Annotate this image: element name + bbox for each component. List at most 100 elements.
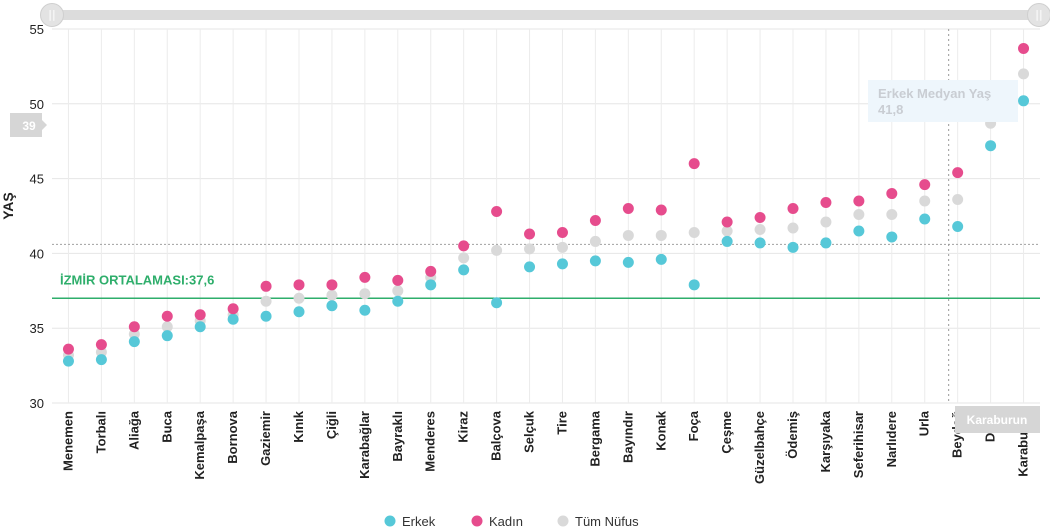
data-point-kadın [655,204,667,216]
data-point-erkek [62,355,74,367]
data-point-tüm-nüfus [589,235,601,247]
data-point-kadın [491,206,503,218]
x-tick-label: Narlıdere [884,411,899,467]
x-tick-label: Buca [159,410,174,443]
y-tick-label: 35 [30,321,44,336]
x-tick-label: Bayındır [620,411,635,463]
data-point-erkek [491,297,503,309]
data-point-erkek [194,321,206,333]
x-tick-label: Gaziemir [258,411,273,466]
data-point-kadın [260,280,272,292]
data-point-tüm-nüfus [326,289,338,301]
data-point-kadın [194,309,206,321]
data-point-tüm-nüfus [491,244,503,256]
data-point-tüm-nüfus [161,321,173,333]
data-point-erkek [458,264,470,276]
x-tick-label: Güzelbahçe [752,411,767,484]
data-point-kadın [754,211,766,223]
data-point-kadın [326,279,338,291]
y-tick-label: 40 [30,246,44,261]
x-tick-label: Balçova [489,410,504,461]
x-tick-label: Kemalpaşa [192,410,207,479]
data-point-tüm-nüfus [622,229,634,241]
data-point-kadın [1018,42,1030,54]
data-point-erkek [95,354,107,366]
zoom-handle-right[interactable]: || [1027,3,1050,27]
data-point-kadın [556,226,568,238]
data-point-kadın [721,216,733,228]
data-point-kadın [886,188,898,200]
y-tick-label: 55 [30,22,44,37]
x-crosshair-label-box [955,406,1040,433]
data-point-erkek [721,235,733,247]
data-point-tüm-nüfus [721,225,733,237]
zoom-scrollbar[interactable] [52,10,1039,20]
legend-label: Tüm Nüfus [575,514,639,528]
data-point-kadın [589,214,601,226]
data-point-kadın [359,271,371,283]
x-tick-label: Çiğli [324,411,339,439]
data-point-erkek [853,225,865,237]
data-point-tüm-nüfus [293,292,305,304]
legend-marker [471,515,483,527]
data-point-kadın [919,179,931,191]
data-point-erkek [227,313,239,325]
y-crosshair-label-box [10,113,47,137]
average-line-label: İZMİR ORTALAMASI:37,6 [60,272,214,287]
legend-label: Erkek [402,514,436,528]
zoom-handle-left[interactable]: || [40,3,64,27]
data-point-kadın [95,339,107,351]
data-point-erkek [359,304,371,316]
x-tick-label: Seferihisar [851,411,866,478]
x-tick-label: Kınık [291,410,306,443]
x-tick-label: Ödemiş [785,411,800,459]
data-point-erkek [688,279,700,291]
data-point-kadın [392,274,404,286]
data-point-tüm-nüfus [886,209,898,221]
data-point-erkek [425,279,437,291]
x-tick-label: Torbalı [93,411,108,453]
data-point-kadın [820,197,832,209]
tooltip-box [868,80,1018,122]
legend: Erkek Kadın Tüm Nüfus [384,514,639,528]
data-point-erkek [754,237,766,249]
data-point-kadın [161,310,173,322]
x-tick-label: Tire [554,411,569,435]
data-point-erkek [655,253,667,265]
x-tick-label: Bayraklı [390,411,405,462]
data-point-erkek [985,140,997,152]
data-point-erkek [524,261,536,273]
data-point-kadın [293,279,305,291]
x-tick-label: Selçuk [522,410,537,453]
data-point-tüm-nüfus [952,194,964,206]
data-point-kadın [688,158,700,170]
data-point-kadın [787,203,799,215]
x-tick-label: Bornova [225,410,240,464]
data-point-erkek [622,256,634,268]
data-point-tüm-nüfus [1018,68,1030,80]
data-point-kadın [425,265,437,277]
reference-lines: İZMİR ORTALAMASI:37,6 [52,243,1040,300]
x-tick-label: Çeşme [719,411,734,454]
data-point-erkek [161,330,173,342]
data-point-tüm-nüfus [260,295,272,307]
y-crosshair-label: 39 [22,119,36,133]
data-point-erkek [589,255,601,267]
data-point-kadın [952,167,964,179]
y-tick-label: 30 [30,396,44,411]
x-crosshair-label: Karaburun [967,413,1028,427]
x-tick-label: Foça [686,410,701,441]
tooltip-value: 41,8 [878,102,903,117]
data-point-erkek [260,310,272,322]
data-point-tüm-nüfus [359,288,371,300]
data-point-tüm-nüfus [919,195,931,207]
grid-lines [52,28,1040,404]
y-axis-title: YAŞ [0,192,16,220]
data-point-erkek [919,213,931,225]
data-point-kadın [524,228,536,240]
data-point-tüm-nüfus [556,241,568,253]
y-tick-label: 45 [30,172,44,187]
tooltip-title: Erkek Medyan Yaş [878,86,991,101]
